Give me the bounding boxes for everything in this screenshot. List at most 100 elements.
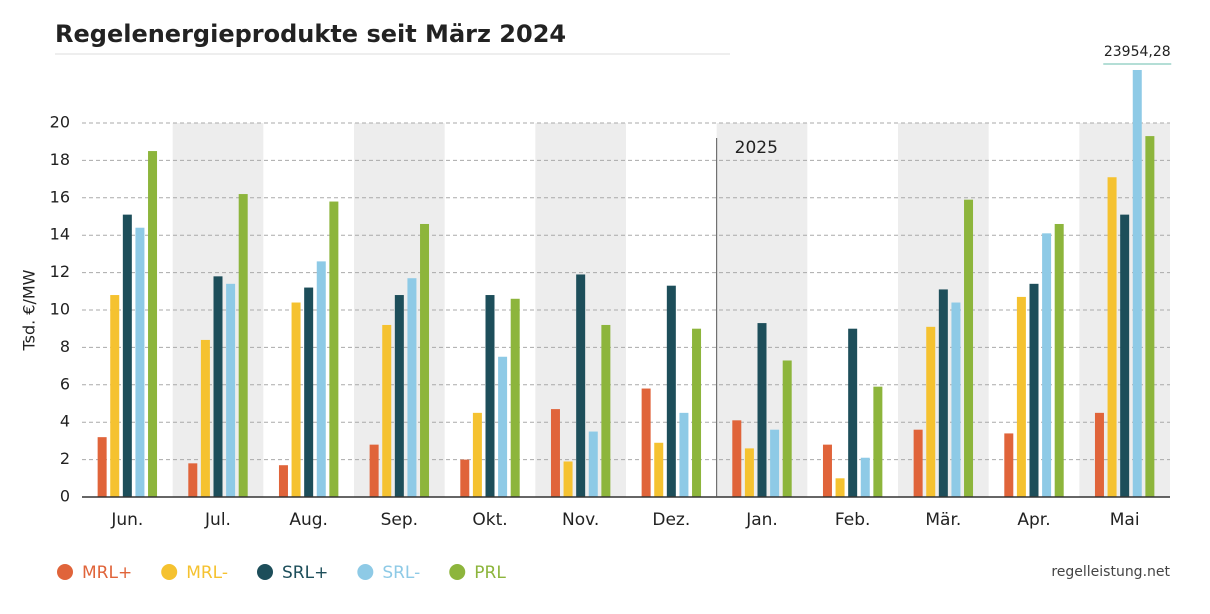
x-tick-label: Jun. xyxy=(110,510,143,530)
legend-label: PRL xyxy=(474,563,506,583)
bar xyxy=(329,201,339,498)
legend-marker xyxy=(357,564,374,580)
bar xyxy=(1107,177,1117,498)
bar xyxy=(1029,283,1039,497)
bar xyxy=(407,278,417,497)
bar xyxy=(188,463,198,497)
bar xyxy=(641,388,651,497)
bar xyxy=(110,295,120,497)
bar xyxy=(926,326,936,497)
bar xyxy=(97,437,107,497)
bar xyxy=(200,339,210,497)
bar xyxy=(654,442,664,497)
y-tick-label: 0 xyxy=(60,487,70,506)
bar xyxy=(226,283,236,497)
x-tick-label: Mai xyxy=(1110,510,1140,530)
bar xyxy=(472,412,482,497)
bar xyxy=(782,360,792,497)
bar xyxy=(394,295,404,497)
y-tick-label: 20 xyxy=(50,113,70,132)
value-label: 23954,28 xyxy=(1104,44,1171,60)
y-tick-label: 4 xyxy=(60,412,70,431)
bar xyxy=(420,223,430,498)
bar xyxy=(213,276,223,497)
bar xyxy=(964,199,974,498)
bar xyxy=(1145,136,1155,497)
bar xyxy=(1120,214,1130,497)
y-tick-label: 8 xyxy=(60,337,70,356)
bar xyxy=(550,409,560,497)
bar xyxy=(485,295,495,497)
legend-label: SRL+ xyxy=(282,563,328,583)
bar xyxy=(510,298,520,497)
x-tick-label: Feb. xyxy=(835,510,871,530)
bar xyxy=(304,287,314,497)
bar xyxy=(498,356,508,497)
bar xyxy=(873,386,883,497)
x-tick-label: Nov. xyxy=(562,510,599,530)
bar xyxy=(770,429,780,497)
bar xyxy=(1042,233,1052,497)
bar xyxy=(913,429,923,497)
bar xyxy=(588,431,598,497)
bar xyxy=(951,302,961,497)
bar xyxy=(576,274,586,497)
bar xyxy=(757,323,767,497)
x-tick-label: Okt. xyxy=(472,510,507,530)
legend-marker xyxy=(161,564,178,580)
bar xyxy=(122,214,132,497)
bar xyxy=(563,461,573,497)
x-tick-label: Jul. xyxy=(204,510,231,530)
y-tick-label: 14 xyxy=(50,225,70,244)
bar xyxy=(822,444,832,497)
y-tick-label: 10 xyxy=(50,300,70,319)
bar xyxy=(1054,223,1064,498)
y-axis-label: Tsd. €/MW xyxy=(20,269,39,351)
bar xyxy=(1094,412,1104,497)
bar xyxy=(666,285,676,497)
bar xyxy=(1004,433,1014,497)
y-tick-label: 2 xyxy=(60,449,70,468)
x-tick-label: Jan. xyxy=(745,510,778,530)
bar xyxy=(732,420,742,497)
y-tick-label: 12 xyxy=(50,262,70,281)
bar xyxy=(860,457,870,497)
bar xyxy=(135,227,145,497)
legend-label: SRL- xyxy=(382,563,420,583)
bar xyxy=(369,444,379,497)
bar xyxy=(679,412,689,497)
bar xyxy=(291,302,301,497)
y-tick-label: 6 xyxy=(60,374,70,393)
x-tick-label: Aug. xyxy=(289,510,328,530)
legend-marker xyxy=(57,564,73,580)
chart-title: Regelenergieprodukte seit März 2024 xyxy=(55,20,566,48)
bar xyxy=(1132,70,1142,497)
bar xyxy=(601,324,611,497)
x-tick-label: Apr. xyxy=(1017,510,1050,530)
bar xyxy=(382,324,392,497)
bar xyxy=(460,459,470,497)
bar xyxy=(278,465,288,497)
legend-marker xyxy=(449,564,466,580)
bar xyxy=(848,328,858,497)
legend-marker xyxy=(257,564,273,580)
x-tick-label: Mär. xyxy=(925,510,961,530)
annotation: 2025 xyxy=(735,138,778,158)
legend-label: MRL+ xyxy=(82,563,132,583)
x-tick-label: Dez. xyxy=(652,510,690,530)
bar xyxy=(1016,296,1026,497)
bar xyxy=(938,289,948,497)
bar xyxy=(238,194,248,497)
bar xyxy=(148,151,158,498)
bars xyxy=(97,70,1155,498)
bar xyxy=(744,448,754,497)
x-tick-label: Sep. xyxy=(381,510,418,530)
source: regelleistung.net xyxy=(1051,564,1170,580)
y-tick-label: 18 xyxy=(50,150,70,169)
bar xyxy=(316,261,326,497)
y-tick-label: 16 xyxy=(50,187,70,206)
bar xyxy=(692,328,702,497)
bar xyxy=(835,478,845,497)
legend-label: MRL- xyxy=(186,563,228,583)
